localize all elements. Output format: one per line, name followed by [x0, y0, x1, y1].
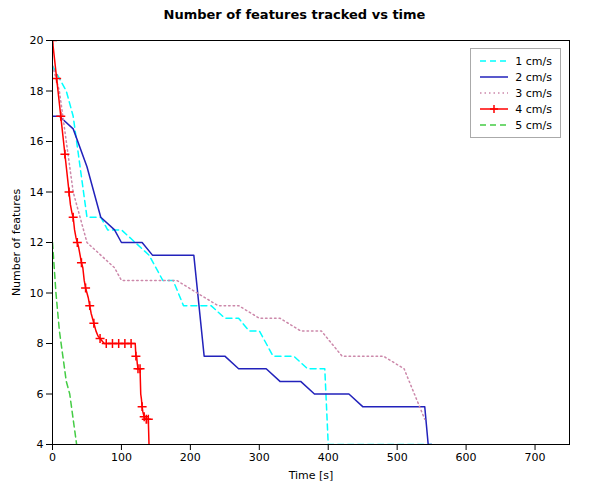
svg-text:14: 14	[30, 186, 44, 199]
svg-text:500: 500	[387, 451, 408, 464]
html-text:4 cm/s: 4 cm/s	[515, 102, 552, 116]
svg-text:8: 8	[37, 337, 44, 350]
svg-text:6: 6	[37, 388, 44, 401]
svg-text:4: 4	[37, 438, 44, 451]
html-text:5 cm/s: 5 cm/s	[515, 118, 552, 132]
svg-text:600: 600	[456, 451, 477, 464]
svg-text:100: 100	[111, 451, 132, 464]
svg-text:20: 20	[30, 34, 44, 47]
svg-text:Time [s]: Time [s]	[288, 469, 334, 482]
svg-text:18: 18	[30, 85, 44, 98]
svg-text:400: 400	[318, 451, 339, 464]
svg-text:300: 300	[249, 451, 270, 464]
html-text:2 cm/s: 2 cm/s	[515, 70, 552, 84]
svg-text:0: 0	[49, 451, 56, 464]
svg-text:12: 12	[30, 236, 44, 249]
html-text:3 cm/s: 3 cm/s	[515, 86, 552, 100]
svg-text:200: 200	[180, 451, 201, 464]
svg-text:16: 16	[30, 135, 44, 148]
svg-text:Number of features: Number of features	[10, 189, 23, 296]
svg-text:10: 10	[30, 287, 44, 300]
svg-text:700: 700	[525, 451, 546, 464]
html-text:1 cm/s: 1 cm/s	[515, 54, 552, 68]
html-text:Number of features tracked vs: Number of features tracked vs time	[163, 7, 426, 22]
